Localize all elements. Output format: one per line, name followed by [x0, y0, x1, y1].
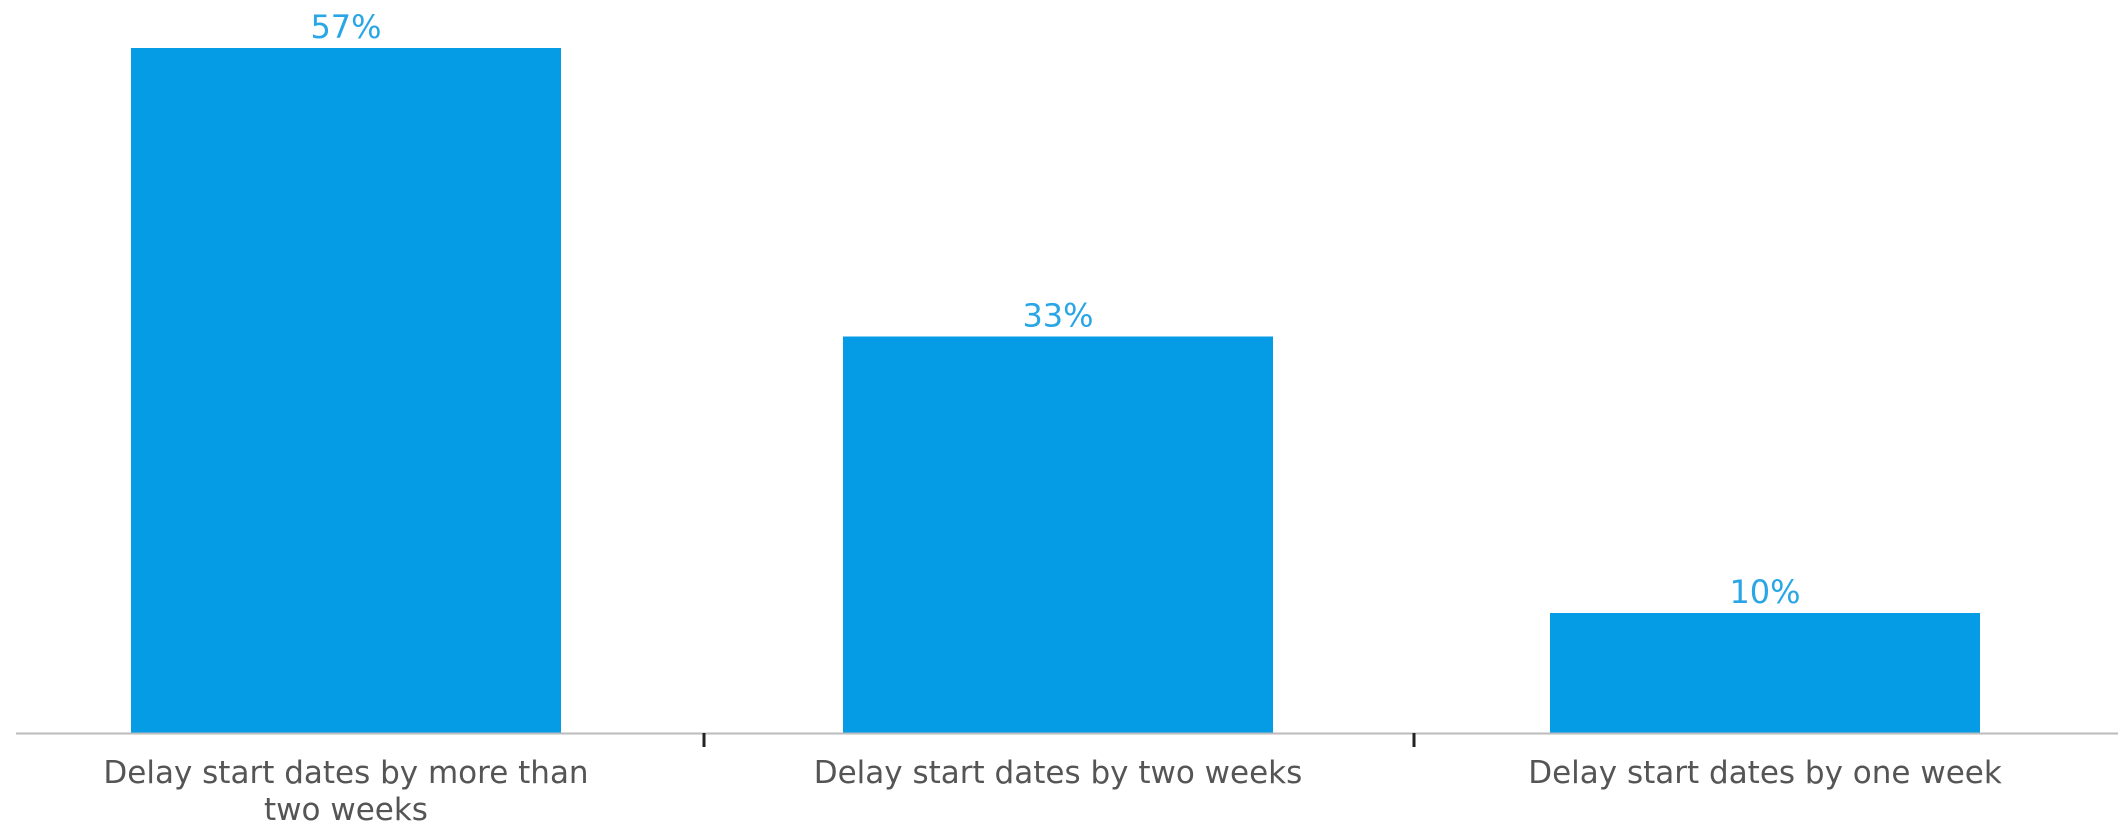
category-label-1: Delay start dates by more than two weeks — [103, 755, 588, 822]
x-axis-ticks — [702, 733, 1416, 747]
value-label-1: 57% — [310, 8, 381, 46]
category-labels-group: Delay start dates by more than two weeksD… — [103, 755, 2001, 822]
bars-group — [131, 48, 1980, 733]
category-label-1-line-2: two weeks — [264, 792, 428, 822]
category-label-2: Delay start dates by two weeks — [814, 755, 1303, 791]
bar-2 — [843, 336, 1273, 733]
bar-3 — [1550, 612, 1980, 733]
value-labels-group: 57% 33% 10% — [310, 8, 1800, 611]
category-label-3: Delay start dates by one week — [1528, 755, 2002, 791]
value-label-2: 33% — [1022, 296, 1093, 334]
category-label-1-line-1: Delay start dates by more than — [103, 755, 588, 791]
category-label-3-line-1: Delay start dates by one week — [1528, 755, 2002, 791]
category-label-2-line-1: Delay start dates by two weeks — [814, 755, 1303, 791]
bar-1 — [131, 48, 561, 733]
value-label-3: 10% — [1729, 573, 1800, 611]
